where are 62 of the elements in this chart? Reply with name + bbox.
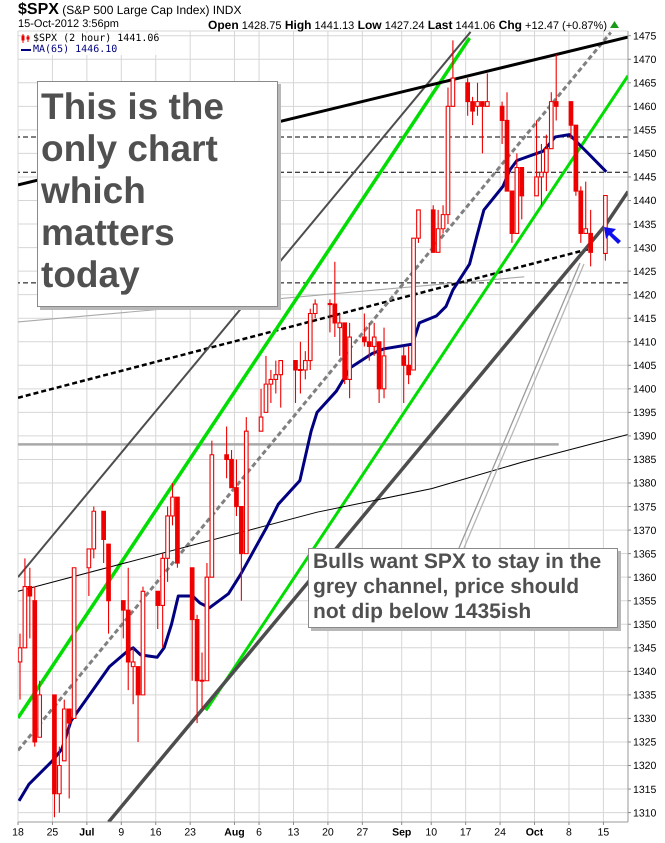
x-tick-label: Sep [392, 826, 412, 838]
x-tick-label: 17 [460, 826, 472, 838]
x-tick-label: 13 [288, 826, 300, 838]
x-tick-label: 27 [356, 826, 368, 838]
chart-title: $SPX (S&P 500 Large Cap Index) INDX [18, 1, 242, 18]
y-tick-label: 1435 [633, 218, 657, 231]
y-tick-label: 1385 [633, 454, 657, 466]
y-tick-label: 1330 [633, 713, 657, 726]
y-tick-label: 1325 [633, 736, 657, 749]
y-tick-label: 1420 [633, 289, 657, 302]
y-tick-label: 1430 [633, 242, 657, 254]
y-tick-label: 1395 [633, 407, 657, 420]
y-tick-label: 1310 [633, 807, 657, 820]
x-tick-label: 18 [12, 826, 24, 838]
y-tick-label: 1475 [633, 30, 657, 42]
y-tick-label: 1400 [633, 384, 657, 396]
y-tick-label: 1415 [633, 312, 657, 325]
x-tick-label: 16 [150, 826, 162, 838]
y-tick-label: 1425 [633, 266, 657, 278]
legend-label: $SPX (2 hour) 1441.06 [33, 33, 160, 44]
y-tick-label: 1365 [633, 548, 657, 560]
candlestick [106, 544, 111, 634]
y-tick-label: 1350 [633, 618, 657, 631]
y-tick-label: 1370 [633, 524, 657, 537]
x-tick-label: 15 [598, 826, 610, 838]
y-tick-label: 1440 [633, 195, 657, 208]
x-tick-label: 8 [566, 826, 572, 838]
text: Open 1428.75 High 1441.13 Low 1427.24 Last 1441.06 Chg +12.47 (+0.87%) [208, 18, 607, 32]
y-tick-label: 1360 [633, 572, 657, 584]
y-tick-label: 1460 [633, 101, 657, 114]
y-tick-label: 1390 [633, 430, 657, 443]
y-tick-label: 1315 [633, 784, 657, 796]
x-tick-label: 6 [256, 826, 262, 838]
x-tick-label: Aug [224, 826, 245, 838]
x-tick-label: 25 [46, 826, 58, 838]
x-tick-label: 10 [425, 826, 438, 838]
chart-subtitle: 15-Oct-2012 3:56pm [18, 18, 119, 30]
legend-label: MA(65) 1446.10 [33, 44, 118, 55]
x-tick-label: Oct [526, 826, 544, 838]
y-tick-label: 1445 [633, 172, 657, 184]
annotation: This is the only chart which matters today [37, 81, 278, 307]
y-tick-label: 1380 [633, 478, 657, 490]
x-tick-label: 9 [118, 826, 124, 838]
y-tick-label: 1470 [633, 54, 657, 66]
candlestick [258, 388, 264, 432]
y-tick-label: 1355 [633, 595, 657, 608]
annotation: Bulls want SPX to stay in the grey channel, price should not dip below 1435ish [308, 548, 618, 628]
y-tick-label: 1375 [633, 501, 657, 514]
y-tick-label: 1320 [633, 760, 657, 772]
y-tick-label: 1465 [633, 78, 657, 90]
y-tick-label: 1345 [633, 642, 657, 655]
y-tick-label: 1335 [633, 690, 657, 702]
x-tick-label: 24 [494, 826, 506, 838]
y-tick-label: 1450 [633, 148, 657, 160]
x-tick-label: 20 [322, 826, 334, 838]
x-tick-label: Jul [79, 826, 95, 838]
y-tick-label: 1410 [633, 336, 657, 348]
x-tick-label: 23 [184, 826, 196, 838]
candlestick [101, 510, 106, 564]
y-tick-label: 1405 [633, 360, 657, 372]
y-tick-label: 1455 [633, 124, 657, 137]
y-tick-label: 1340 [633, 666, 657, 678]
